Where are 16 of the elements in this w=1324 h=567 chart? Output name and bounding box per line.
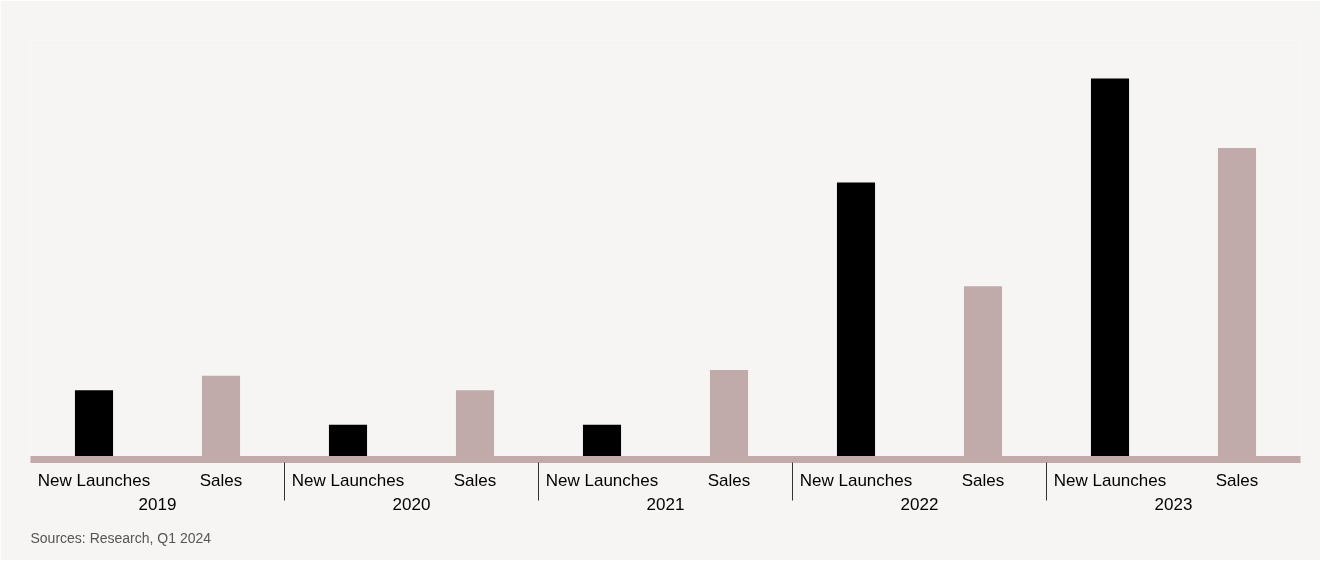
text: Sales (707, 470, 751, 490)
series-label: Sales (199, 470, 243, 490)
text: New Launches (545, 470, 659, 490)
source-note: Sources: Research, Q1 2024 (30, 529, 212, 546)
series-label: New Launches (37, 470, 151, 490)
x-tick-label: 2022 (900, 494, 939, 514)
text: New Launches (291, 470, 405, 490)
text: New Launches (799, 470, 913, 490)
x-tick-label: 2020 (392, 494, 431, 514)
text: New Launches (1053, 470, 1167, 490)
x-tick-label: 2023 (1154, 494, 1193, 514)
text: Sales (961, 470, 1005, 490)
x-tick-label: 2021 (646, 494, 685, 514)
x-tick-label: 2019 (138, 494, 177, 514)
text: Sales (1215, 470, 1259, 490)
text: Sales (453, 470, 497, 490)
